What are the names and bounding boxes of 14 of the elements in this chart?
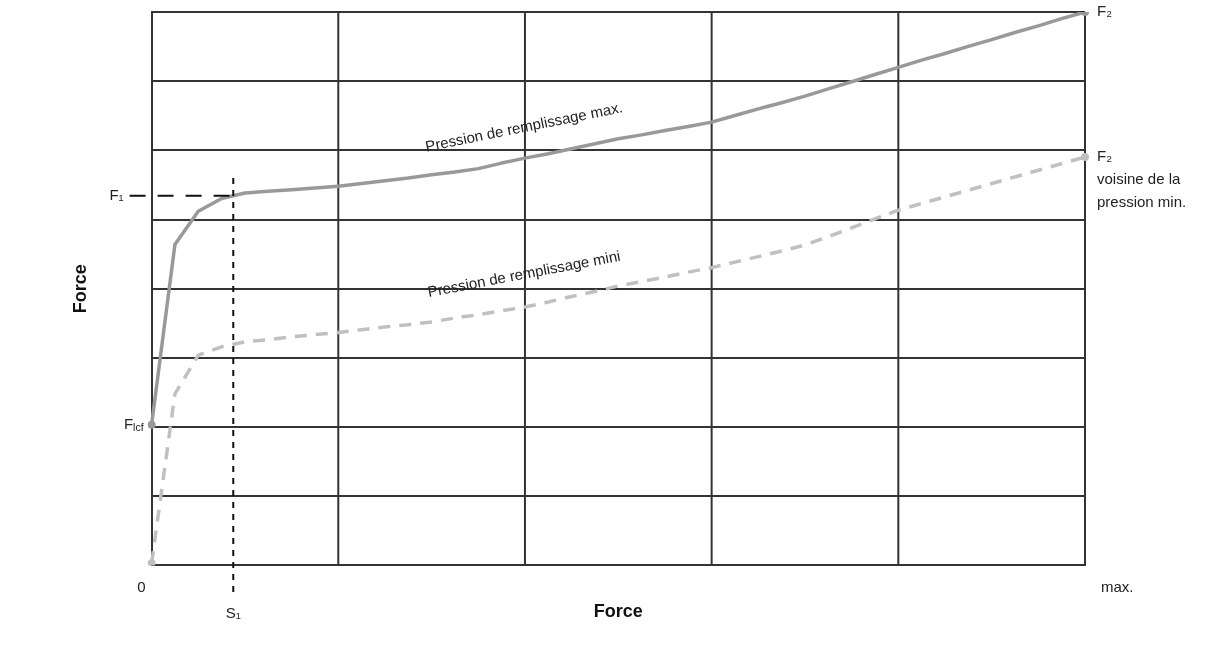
text: F₂	[1097, 2, 1113, 20]
text: Pression de remplissage mini	[426, 246, 622, 300]
text: Pression de remplissage max.	[423, 98, 624, 155]
text: F₂	[1097, 147, 1113, 165]
text: max.	[1101, 577, 1134, 595]
x-axis-title: Force	[593, 601, 643, 622]
text: S₁	[225, 603, 241, 621]
text: voisine de la pression min.	[1097, 170, 1187, 211]
ref-line-label: F₁	[109, 185, 124, 203]
text: 0	[137, 577, 146, 595]
point	[147, 559, 156, 566]
y-axis-title: Force	[69, 264, 90, 314]
point	[1081, 152, 1089, 161]
point	[147, 420, 156, 429]
